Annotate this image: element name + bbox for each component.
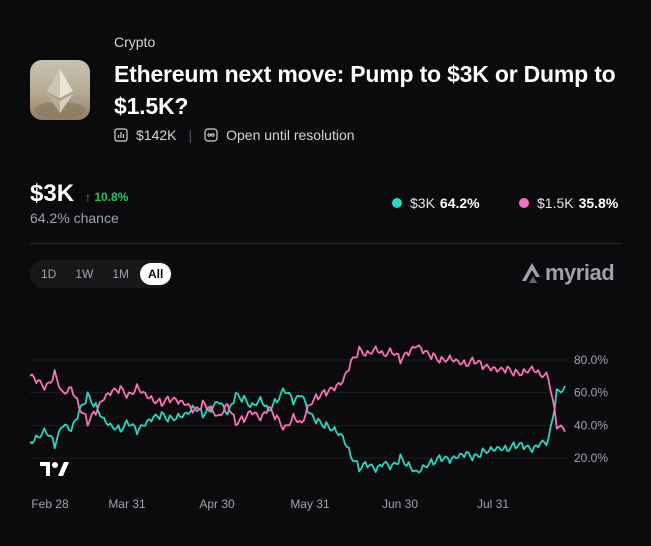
market-thumbnail: [30, 60, 90, 120]
tradingview-logo-icon: [40, 462, 69, 476]
price-change: ↑ 10.8%: [85, 190, 129, 204]
series-line-3k: [29, 385, 566, 474]
price-chart[interactable]: 80.0% 60.0% 40.0% 20.0% Feb 28 Mar 31 Apr 30 M…: [0, 300, 651, 546]
x-axis-labels: Feb 28 Mar 31 Apr 30 May 31 Jun 30 Jul 31: [31, 497, 509, 511]
legend-value: 64.2%: [439, 195, 480, 211]
ethereum-logo-icon: [34, 69, 86, 118]
y-tick-label: 40.0%: [574, 418, 608, 432]
y-axis-labels: 80.0% 60.0% 40.0% 20.0%: [574, 353, 608, 465]
x-tick-label: Mar 31: [108, 497, 146, 511]
meta-separator: |: [188, 127, 193, 143]
market-title: Ethereum next move: Pump to $3K or Dump …: [114, 61, 616, 119]
series-line-1-5k: [29, 344, 566, 433]
brand-name: myriad: [545, 260, 615, 285]
y-tick-label: 80.0%: [574, 353, 608, 367]
time-range-selector: 1D 1W 1M All: [30, 260, 172, 288]
leading-outcome-price: $3K: [30, 180, 75, 207]
market-status: Open until resolution: [226, 127, 355, 143]
legend-item-1-5k: $1.5K 35.8%: [519, 195, 618, 211]
x-tick-label: Jul 31: [477, 497, 509, 511]
legend-label: $1.5K: [537, 195, 574, 211]
range-1m-button[interactable]: 1M: [112, 267, 130, 281]
legend-label: $3K: [410, 195, 435, 211]
myriad-logo-icon: [522, 263, 540, 283]
market-volume: $142K: [136, 127, 177, 143]
range-all-button[interactable]: All: [140, 263, 172, 285]
x-tick-label: Feb 28: [31, 497, 69, 511]
y-tick-label: 20.0%: [574, 451, 608, 465]
brand-logo[interactable]: myriad: [521, 260, 615, 286]
x-tick-label: Jun 30: [382, 497, 418, 511]
market-category[interactable]: Crypto: [114, 34, 156, 50]
legend-value: 35.8%: [578, 195, 619, 211]
chart-series: [29, 344, 566, 474]
legend-item-3k: $3K 64.2%: [392, 195, 480, 211]
infinity-icon: [204, 128, 218, 142]
x-tick-label: May 31: [290, 497, 330, 511]
range-1d-button[interactable]: 1D: [41, 267, 57, 281]
y-tick-label: 60.0%: [574, 386, 608, 400]
leading-outcome-chance: 64.2% chance: [30, 210, 119, 226]
legend-dot-icon: [519, 198, 529, 208]
legend-dot-icon: [392, 198, 402, 208]
chart-gridlines: [30, 359, 568, 459]
market-meta: $142K | Open until resolution: [114, 127, 355, 143]
volume-chart-icon: [114, 128, 128, 142]
x-tick-label: Apr 30: [199, 497, 235, 511]
range-1w-button[interactable]: 1W: [75, 267, 94, 281]
section-divider: [30, 243, 622, 244]
